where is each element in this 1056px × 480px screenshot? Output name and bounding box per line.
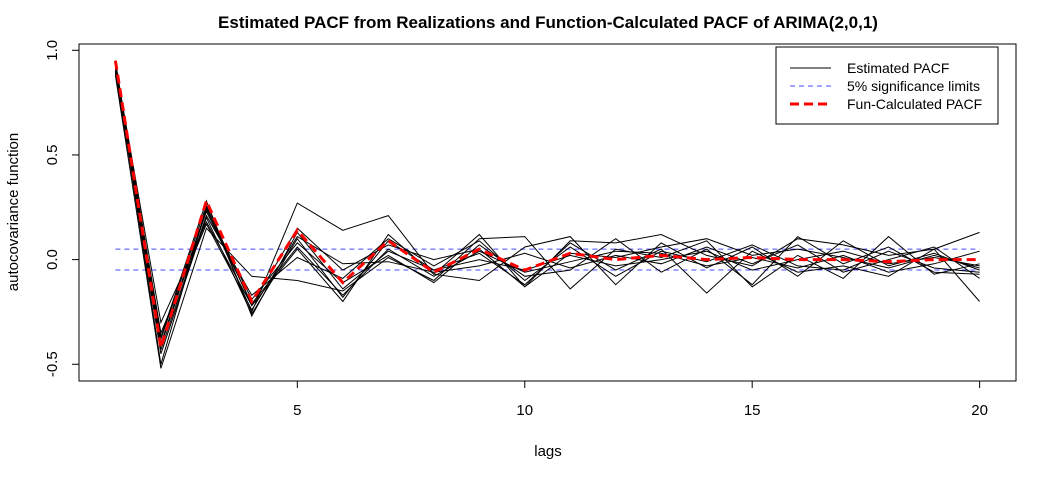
x-tick-label: 5 xyxy=(293,402,301,419)
y-tick-label: 0.0 xyxy=(44,249,61,270)
y-tick-label: 1.0 xyxy=(44,40,61,61)
x-tick-label: 10 xyxy=(516,402,533,419)
y-tick-label: 0.5 xyxy=(44,145,61,166)
legend-label-calculated: Fun-Calculated PACF xyxy=(847,96,982,112)
estimated-pacf-series-9 xyxy=(114,66,980,335)
estimated-pacf-lines xyxy=(114,60,980,369)
x-axis-label: lags xyxy=(534,443,562,460)
x-tick-label: 20 xyxy=(971,402,988,419)
estimated-pacf-series-4 xyxy=(114,64,980,325)
estimated-pacf-series-5 xyxy=(114,69,980,340)
legend-label-significance: 5% significance limits xyxy=(847,78,980,94)
legend: Estimated PACF 5% significance limits Fu… xyxy=(775,46,999,125)
x-axis: 5 10 15 20 xyxy=(293,380,988,419)
estimated-pacf-series-7 xyxy=(114,62,980,338)
y-tick-label: -0.5 xyxy=(44,351,61,377)
legend-label-estimated: Estimated PACF xyxy=(847,60,949,76)
y-axis-label: autocovariance function xyxy=(5,133,22,291)
calculated-pacf-line xyxy=(113,60,980,348)
y-axis: -0.5 0.0 0.5 1.0 xyxy=(44,40,80,377)
estimated-pacf-series-10 xyxy=(114,60,980,346)
chart-title: Estimated PACF from Realizations and Fun… xyxy=(218,13,878,32)
x-tick-label: 15 xyxy=(744,402,761,419)
calculated-pacf-series xyxy=(113,60,980,348)
